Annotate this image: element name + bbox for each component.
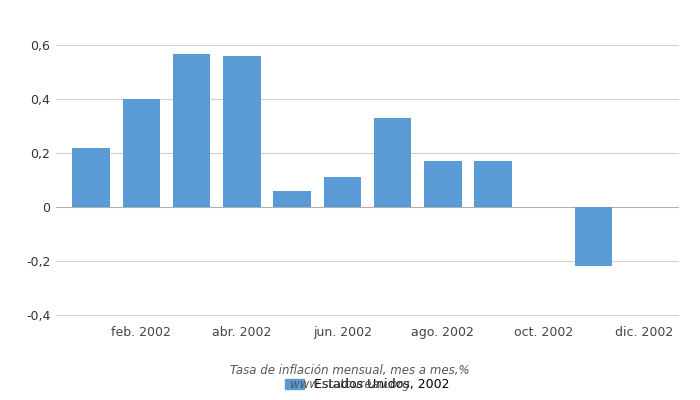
Text: Tasa de inflación mensual, mes a mes,%: Tasa de inflación mensual, mes a mes,% [230,364,470,377]
Bar [475,161,512,207]
Bar [122,99,160,207]
Bar [575,207,612,266]
Text: www.statbureau.org: www.statbureau.org [290,378,410,391]
Legend: Estados Unidos, 2002: Estados Unidos, 2002 [286,378,449,391]
Bar [273,191,311,207]
Bar [374,118,412,207]
Bar [72,148,110,207]
Bar [323,177,361,207]
Bar [173,54,211,207]
Bar [223,56,260,207]
Bar [424,161,462,207]
